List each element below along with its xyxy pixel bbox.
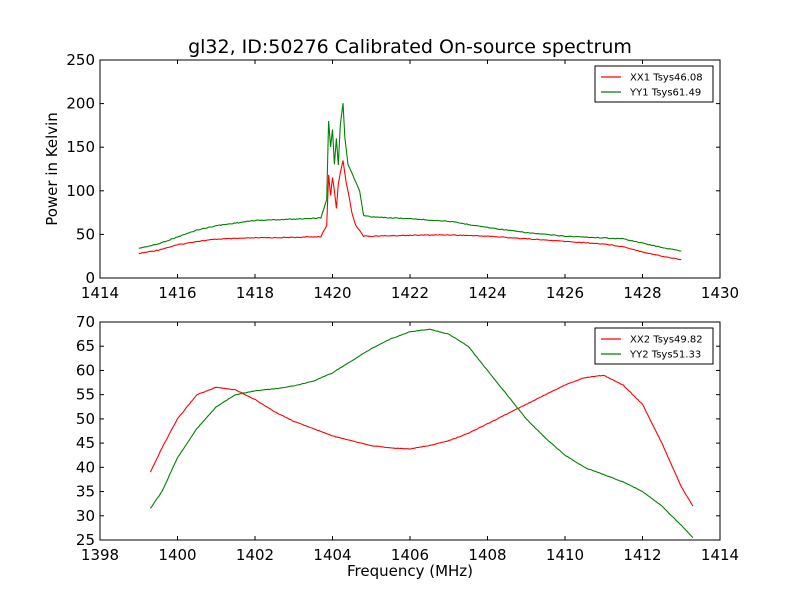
series-line-yy2 (149, 328, 694, 538)
x-tick-label: 1406 (391, 546, 429, 564)
x-tick-label: 1402 (236, 546, 274, 564)
y-tick-label: 65 (76, 337, 95, 355)
bottom-plot: 1398 1400 1402 1404 1406 1408 1410 1412 1414 25 30… (76, 313, 739, 564)
x-tick-label: 1430 (701, 284, 739, 302)
x-tick-label: 1420 (313, 284, 351, 302)
x-tick-label: 1416 (158, 284, 196, 302)
x-tick-label: 1422 (391, 284, 429, 302)
y-tick-label: 60 (76, 361, 95, 379)
x-tick-label: 1426 (546, 284, 584, 302)
y-tick-label: 50 (76, 410, 95, 428)
x-tick-label: 1400 (158, 546, 196, 564)
y-axis-label: Power in Kelvin (43, 112, 61, 226)
legend: XX1 Tsys46.08 YY1 Tsys61.49 (594, 65, 714, 103)
y-tick-label: 35 (76, 483, 95, 501)
series-line-xx1 (138, 160, 682, 261)
series-line-xx2 (149, 374, 694, 507)
y-tick-label: 30 (76, 507, 95, 525)
legend-label: XX2 Tsys49.82 (630, 335, 703, 346)
legend-label: YY2 Tsys51.33 (629, 350, 701, 361)
y-tick-label: 150 (66, 138, 95, 156)
x-axis-label: Frequency (MHz) (347, 562, 473, 580)
x-tick-label: 1414 (81, 284, 119, 302)
top-plot: 1414 1416 1418 1420 1422 1424 1426 1428 1430 0 50 1… (66, 51, 739, 302)
y-tick-label: 25 (76, 531, 95, 549)
y-tick-label: 40 (76, 458, 95, 476)
x-tick-label: 1412 (623, 546, 661, 564)
x-tick-label: 1408 (468, 546, 506, 564)
x-tick-label: 1418 (236, 284, 274, 302)
legend-label: XX1 Tsys46.08 (630, 73, 703, 84)
x-tick-label: 1398 (81, 546, 119, 564)
y-tick-label: 55 (76, 386, 95, 404)
y-tick-label: 0 (85, 269, 95, 287)
figure-title: gl32, ID:50276 Calibrated On-source spec… (188, 36, 632, 58)
x-tick-label: 1410 (546, 546, 584, 564)
x-tick-label: 1424 (468, 284, 506, 302)
legend: XX2 Tsys49.82 YY2 Tsys51.33 (594, 327, 714, 365)
y-tick-label: 50 (76, 225, 95, 243)
x-tick-label: 1404 (313, 546, 351, 564)
legend-box (594, 327, 714, 365)
x-tick-label: 1414 (701, 546, 739, 564)
y-tick-label: 250 (66, 51, 95, 69)
legend-box (594, 65, 714, 103)
y-tick-label: 70 (76, 313, 95, 331)
series-line-yy1 (138, 103, 682, 252)
y-tick-label: 100 (66, 182, 95, 200)
x-tick-label: 1428 (623, 284, 661, 302)
y-tick-label: 45 (76, 434, 95, 452)
y-tick-label: 200 (66, 95, 95, 113)
legend-label: YY1 Tsys61.49 (629, 88, 701, 99)
